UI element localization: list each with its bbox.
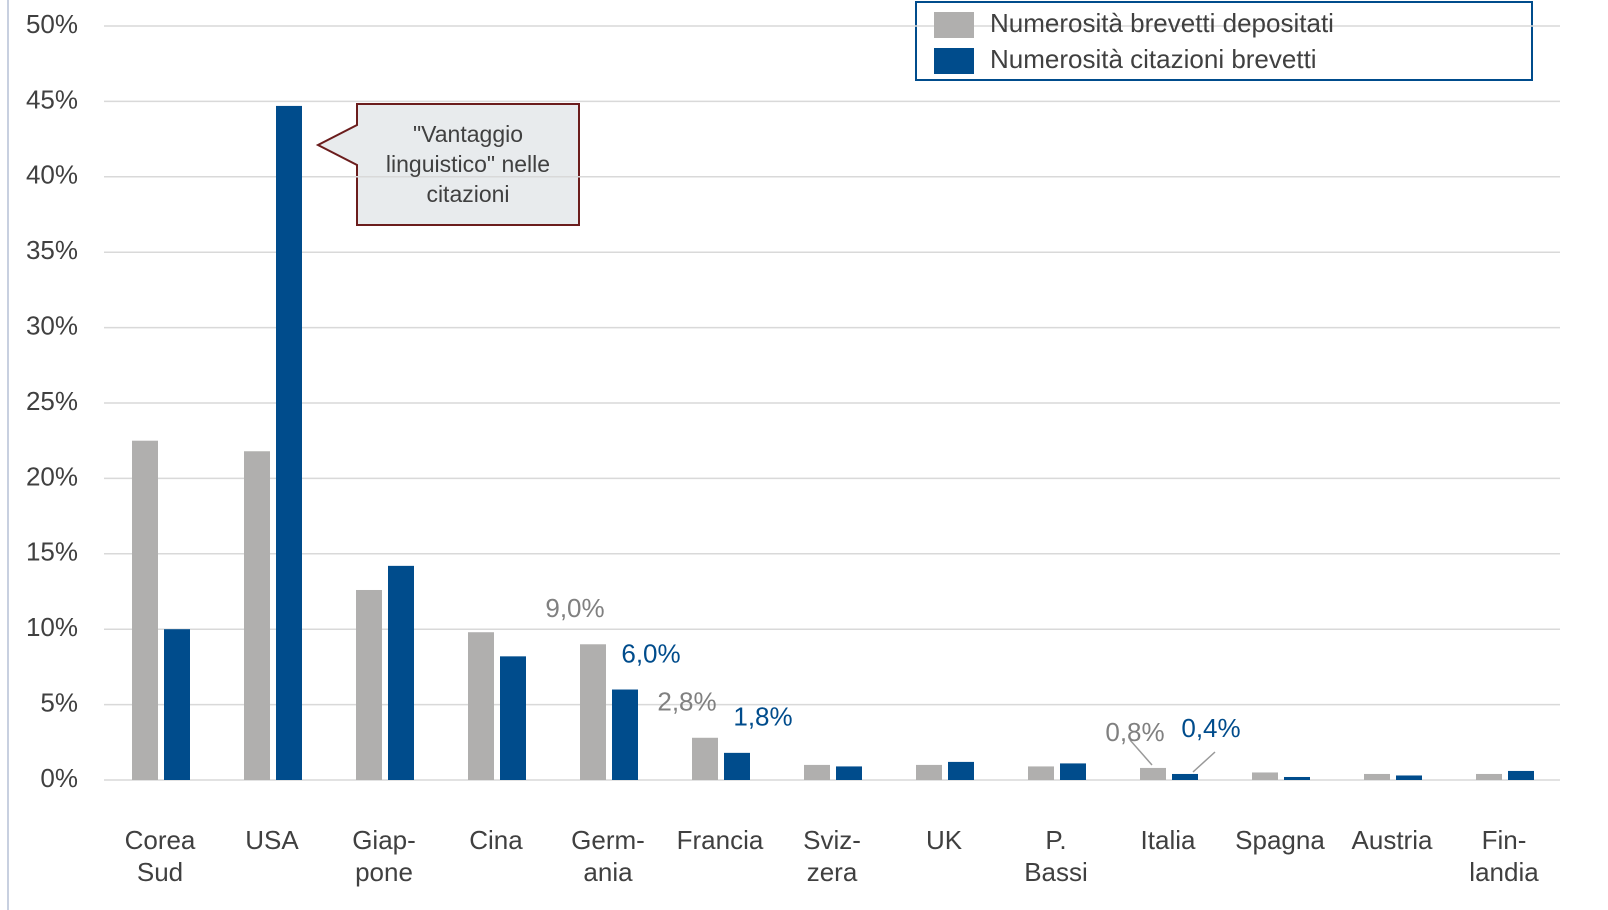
x-tick-label: P. Bassi: [1024, 825, 1088, 887]
y-tick-label: 5%: [40, 687, 78, 717]
bar: [692, 737, 718, 780]
bar: [1028, 766, 1054, 780]
x-tick-label: USA: [245, 825, 299, 855]
y-tick-label: 20%: [26, 461, 78, 491]
bar: [276, 105, 302, 780]
y-tick-label: 45%: [26, 84, 78, 114]
x-tick-label: Spagna: [1235, 825, 1325, 855]
annotation: linguistico" nelle: [386, 151, 550, 177]
x-tick-label: Germ-ania: [571, 825, 645, 887]
bar: [1476, 773, 1502, 780]
y-tick-label: 25%: [26, 386, 78, 416]
x-tick-label: Cina: [469, 825, 523, 855]
x-tick-label: UK: [926, 825, 963, 855]
y-tick-label: 10%: [26, 612, 78, 642]
bar: [468, 632, 494, 780]
bar: [1060, 763, 1086, 780]
x-tick-label: Giap-pone: [352, 825, 416, 887]
bar: [948, 761, 974, 780]
bar: [1284, 776, 1310, 780]
bar: [724, 752, 750, 780]
bar: [804, 764, 830, 780]
annotation: citazioni: [426, 181, 509, 207]
x-tick-label: Francia: [677, 825, 764, 855]
bar: [164, 629, 190, 780]
bar: [244, 451, 270, 780]
bar: [132, 440, 158, 780]
bar: [612, 689, 638, 780]
bar: [1252, 772, 1278, 780]
x-tick-label: Fin-landia: [1469, 825, 1539, 887]
data-label: 9,0%: [545, 593, 604, 623]
data-label: 0,8%: [1105, 717, 1164, 747]
legend-swatch: [934, 12, 974, 38]
bar: [388, 565, 414, 780]
y-tick-label: 50%: [26, 9, 78, 39]
data-label: 2,8%: [657, 687, 716, 717]
legend-label: Numerosità brevetti depositati: [990, 8, 1334, 38]
x-tick-label: Austria: [1352, 825, 1433, 855]
callout: [315, 103, 580, 226]
bar: [836, 766, 862, 780]
leader-line: [1129, 739, 1153, 766]
bar: [1140, 767, 1166, 780]
bar: [580, 644, 606, 780]
legend-label: Numerosità citazioni brevetti: [990, 44, 1317, 74]
data-label: 1,8%: [733, 702, 792, 732]
leader-line: [1192, 751, 1216, 773]
bar: [916, 764, 942, 780]
bar: [356, 589, 382, 780]
x-tick-label: Italia: [1141, 825, 1196, 855]
bar: [500, 656, 526, 780]
y-tick-label: 0%: [40, 763, 78, 793]
annotation: "Vantaggio: [413, 121, 523, 147]
bar: [1172, 773, 1198, 780]
y-tick-label: 40%: [26, 160, 78, 190]
y-tick-label: 15%: [26, 537, 78, 567]
legend-swatch: [934, 48, 974, 74]
data-label: 6,0%: [621, 638, 680, 668]
bar: [1508, 770, 1534, 780]
x-tick-label: Sviz-zera: [803, 825, 861, 887]
legend-box: [915, 1, 1533, 81]
bar: [1396, 775, 1422, 780]
data-label: 0,4%: [1181, 713, 1240, 743]
y-tick-label: 35%: [26, 235, 78, 265]
x-tick-label: Corea Sud: [125, 825, 196, 887]
bar: [1364, 773, 1390, 780]
y-tick-label: 30%: [26, 310, 78, 340]
